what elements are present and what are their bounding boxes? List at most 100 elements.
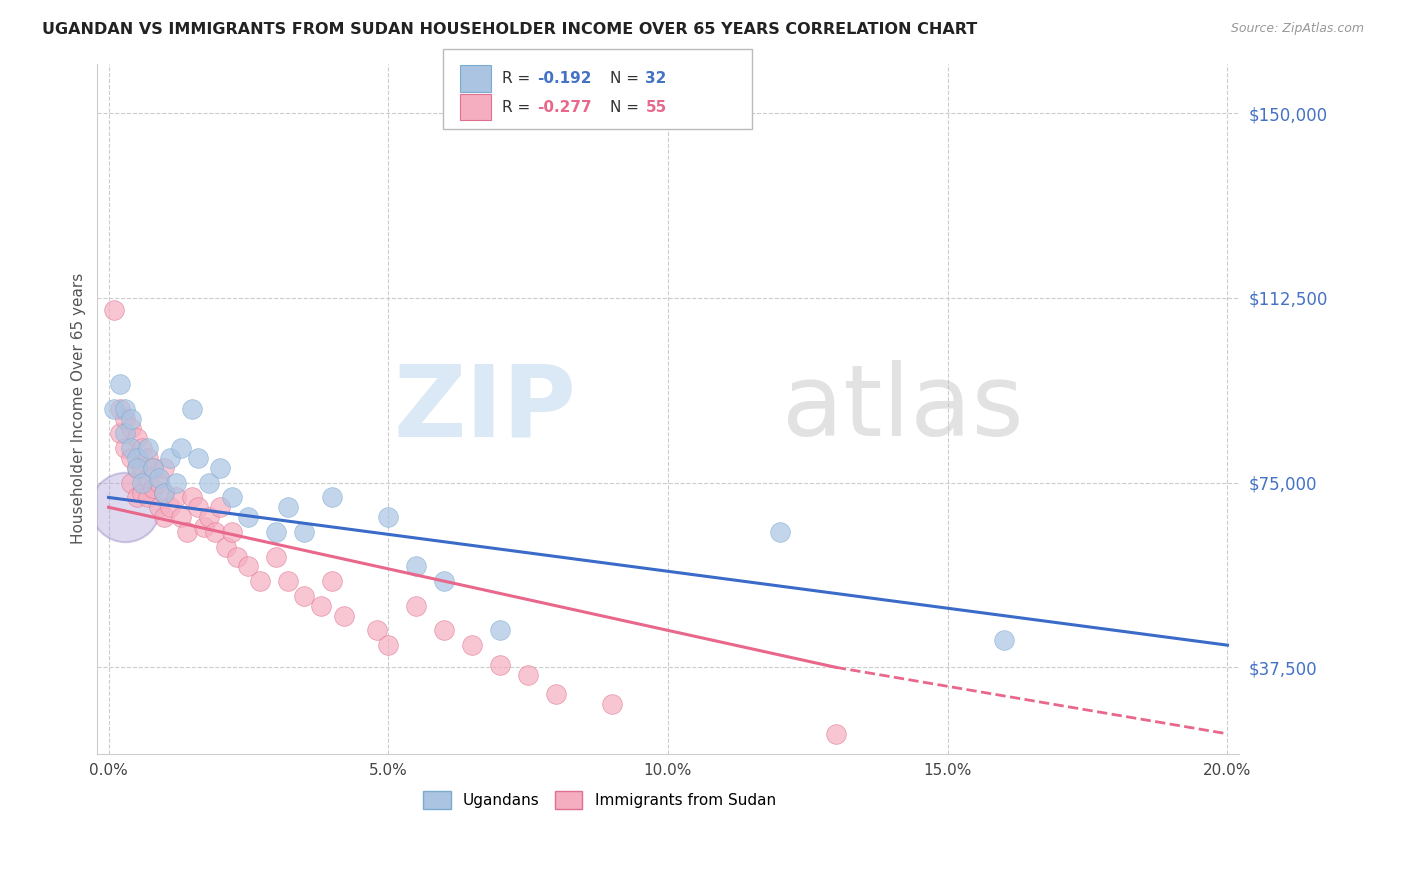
Point xyxy=(266,549,288,564)
Point xyxy=(377,638,399,652)
Text: R =: R = xyxy=(502,71,536,86)
Point xyxy=(993,633,1015,648)
Point xyxy=(170,441,193,455)
Text: 55: 55 xyxy=(645,100,666,114)
Point xyxy=(165,475,187,490)
Point xyxy=(120,411,142,425)
Point xyxy=(170,510,193,524)
Point xyxy=(153,485,176,500)
Point xyxy=(108,401,131,416)
Point xyxy=(433,574,456,589)
Text: ZIP: ZIP xyxy=(394,360,576,458)
Point xyxy=(198,510,221,524)
Point xyxy=(221,524,243,539)
Point xyxy=(114,426,136,441)
Point xyxy=(204,524,226,539)
Point xyxy=(153,510,176,524)
Point xyxy=(165,491,187,505)
Point xyxy=(249,574,271,589)
Text: atlas: atlas xyxy=(782,360,1024,458)
Point xyxy=(405,559,427,574)
Point xyxy=(131,461,153,475)
Point xyxy=(489,657,512,672)
Point xyxy=(148,500,170,515)
Point xyxy=(377,510,399,524)
Point xyxy=(198,475,221,490)
Point xyxy=(103,303,125,318)
Point xyxy=(193,520,215,534)
Point xyxy=(159,450,181,465)
Point xyxy=(131,485,153,500)
Point xyxy=(309,599,332,613)
Point xyxy=(215,540,238,554)
Point xyxy=(292,589,315,603)
Point xyxy=(292,524,315,539)
Point xyxy=(238,510,260,524)
Point xyxy=(405,599,427,613)
Point xyxy=(461,638,484,652)
Text: -0.277: -0.277 xyxy=(537,100,592,114)
Point xyxy=(187,500,209,515)
Point xyxy=(321,574,343,589)
Point xyxy=(103,401,125,416)
Point xyxy=(120,450,142,465)
Point xyxy=(181,401,204,416)
Point xyxy=(321,491,343,505)
Y-axis label: Householder Income Over 65 years: Householder Income Over 65 years xyxy=(72,273,86,544)
Point xyxy=(114,441,136,455)
Point xyxy=(332,608,354,623)
Point xyxy=(136,450,159,465)
Point xyxy=(277,574,299,589)
Point xyxy=(114,401,136,416)
Point xyxy=(114,500,136,515)
Point xyxy=(142,481,165,495)
Point xyxy=(142,461,165,475)
Point xyxy=(120,475,142,490)
Point xyxy=(600,698,623,712)
Point xyxy=(136,441,159,455)
Legend: Ugandans, Immigrants from Sudan: Ugandans, Immigrants from Sudan xyxy=(418,785,782,814)
Point xyxy=(238,559,260,574)
Point xyxy=(148,475,170,490)
Point xyxy=(824,727,846,741)
Point xyxy=(136,471,159,485)
Point xyxy=(108,377,131,392)
Point xyxy=(489,624,512,638)
Point xyxy=(131,475,153,490)
Point xyxy=(125,431,148,445)
Text: R =: R = xyxy=(502,100,536,114)
Point xyxy=(142,461,165,475)
Text: 32: 32 xyxy=(645,71,666,86)
Point xyxy=(433,624,456,638)
Point xyxy=(131,441,153,455)
Point xyxy=(125,461,148,475)
Point xyxy=(181,491,204,505)
Point xyxy=(187,450,209,465)
Text: N =: N = xyxy=(610,100,644,114)
Point xyxy=(226,549,249,564)
Point xyxy=(277,500,299,515)
Point xyxy=(266,524,288,539)
Point xyxy=(125,491,148,505)
Point xyxy=(221,491,243,505)
Point xyxy=(153,485,176,500)
Point xyxy=(120,441,142,455)
Text: Source: ZipAtlas.com: Source: ZipAtlas.com xyxy=(1230,22,1364,36)
Point xyxy=(108,426,131,441)
Point xyxy=(125,461,148,475)
Point xyxy=(546,687,568,701)
Point xyxy=(114,411,136,425)
Text: UGANDAN VS IMMIGRANTS FROM SUDAN HOUSEHOLDER INCOME OVER 65 YEARS CORRELATION CH: UGANDAN VS IMMIGRANTS FROM SUDAN HOUSEHO… xyxy=(42,22,977,37)
Point xyxy=(136,491,159,505)
Point xyxy=(209,461,232,475)
Point xyxy=(125,450,148,465)
Text: N =: N = xyxy=(610,71,644,86)
Point xyxy=(153,461,176,475)
Point xyxy=(209,500,232,515)
Point xyxy=(176,524,198,539)
Text: -0.192: -0.192 xyxy=(537,71,592,86)
Point xyxy=(159,500,181,515)
Point xyxy=(769,524,792,539)
Point xyxy=(517,667,540,681)
Point xyxy=(366,624,388,638)
